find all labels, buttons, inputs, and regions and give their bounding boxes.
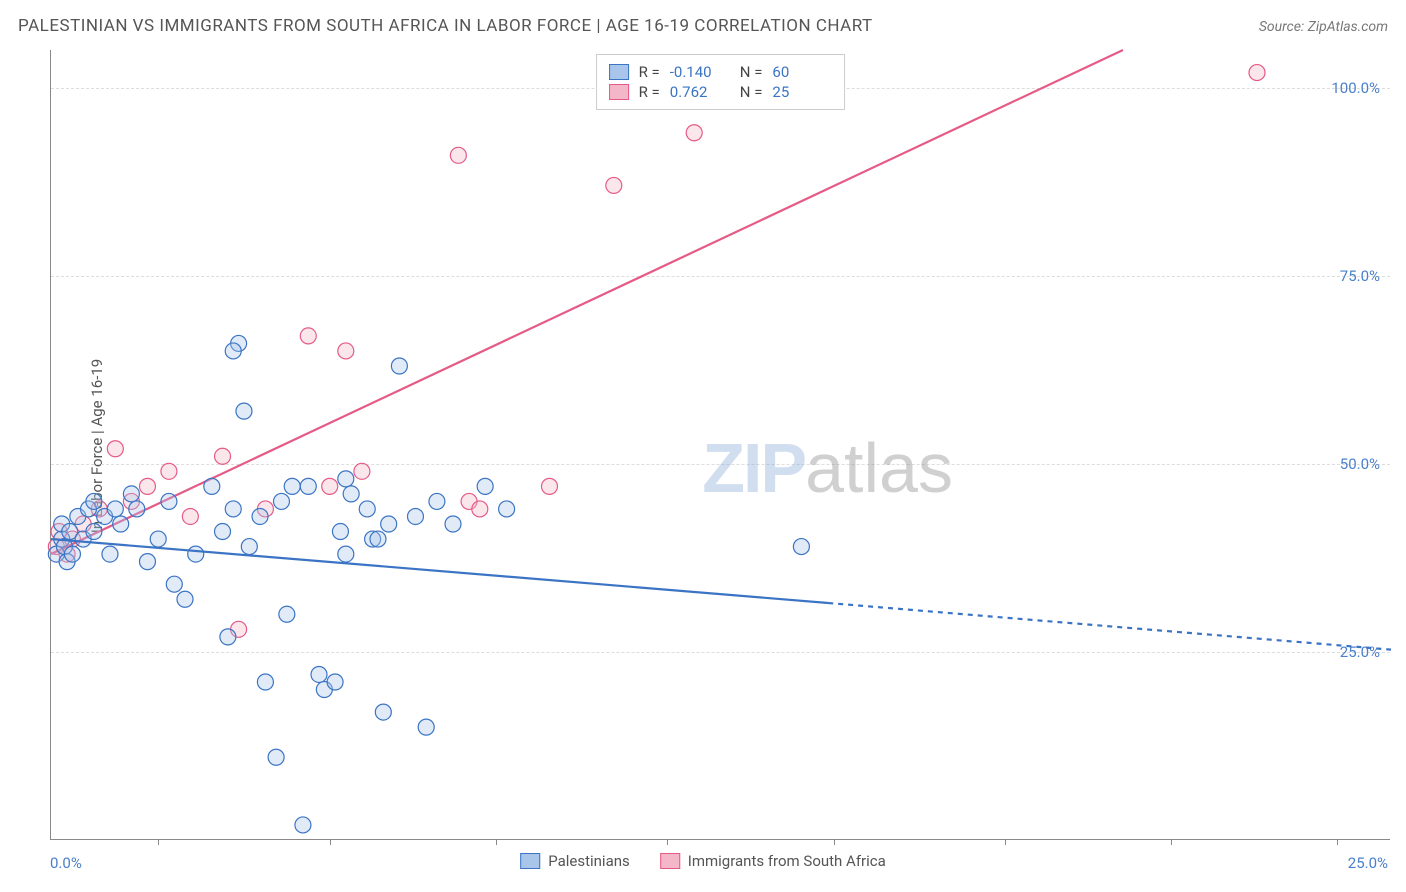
data-point-blue	[499, 501, 515, 517]
data-point-blue	[107, 501, 123, 517]
data-point-blue	[327, 674, 343, 690]
trendline-extension-blue	[828, 603, 1391, 650]
legend-swatch-icon	[660, 853, 680, 869]
data-point-pink	[139, 478, 155, 494]
data-point-blue	[252, 508, 268, 524]
data-point-blue	[177, 591, 193, 607]
legend-item: Palestinians	[520, 852, 630, 870]
x-tick	[1005, 839, 1006, 845]
legend-swatch-icon	[609, 64, 629, 80]
data-point-pink	[322, 478, 338, 494]
data-point-blue	[445, 516, 461, 532]
legend-swatch-icon	[609, 84, 629, 100]
data-point-blue	[241, 539, 257, 555]
x-tick	[834, 839, 835, 845]
data-point-pink	[472, 501, 488, 517]
data-point-blue	[279, 606, 295, 622]
data-point-blue	[391, 358, 407, 374]
data-point-blue	[225, 501, 241, 517]
data-point-pink	[182, 508, 198, 524]
x-tick	[667, 839, 668, 845]
data-point-blue	[236, 403, 252, 419]
data-point-blue	[64, 546, 80, 562]
data-point-blue	[102, 546, 118, 562]
data-point-blue	[381, 516, 397, 532]
data-point-blue	[477, 478, 493, 494]
r-value: -0.140	[670, 63, 730, 81]
data-point-blue	[129, 501, 145, 517]
data-point-blue	[139, 554, 155, 570]
data-point-blue	[215, 524, 231, 540]
data-point-blue	[338, 471, 354, 487]
x-tick	[1337, 839, 1338, 845]
legend-item: Immigrants from South Africa	[660, 852, 886, 870]
data-point-blue	[225, 343, 241, 359]
data-point-blue	[161, 493, 177, 509]
data-point-blue	[123, 486, 139, 502]
data-point-pink	[686, 125, 702, 141]
x-tick	[158, 839, 159, 845]
source-label: Source: ZipAtlas.com	[1259, 19, 1388, 35]
data-point-pink	[300, 328, 316, 344]
data-point-blue	[407, 508, 423, 524]
r-label: R =	[639, 83, 660, 101]
data-point-blue	[166, 576, 182, 592]
legend-bottom: Palestinians Immigrants from South Africa	[520, 852, 886, 870]
n-value: 60	[772, 63, 832, 81]
n-label: N =	[740, 63, 763, 81]
data-point-blue	[793, 539, 809, 555]
x-tick	[1171, 839, 1172, 845]
data-point-blue	[295, 817, 311, 833]
data-point-blue	[204, 478, 220, 494]
data-point-blue	[113, 516, 129, 532]
data-point-pink	[107, 441, 123, 457]
data-point-pink	[354, 463, 370, 479]
data-point-pink	[338, 343, 354, 359]
data-point-blue	[86, 524, 102, 540]
data-point-pink	[450, 147, 466, 163]
data-point-blue	[150, 531, 166, 547]
data-point-blue	[429, 493, 445, 509]
data-point-blue	[359, 501, 375, 517]
data-point-pink	[541, 478, 557, 494]
data-point-blue	[86, 493, 102, 509]
r-value: 0.762	[670, 83, 730, 101]
scatter-svg	[51, 50, 1390, 839]
data-point-blue	[311, 666, 327, 682]
data-point-blue	[284, 478, 300, 494]
data-point-pink	[215, 448, 231, 464]
data-point-blue	[300, 478, 316, 494]
legend-stats-row: R = 0.762 N = 25	[609, 83, 833, 101]
legend-label: Immigrants from South Africa	[688, 852, 886, 870]
chart-title: PALESTINIAN VS IMMIGRANTS FROM SOUTH AFR…	[18, 16, 873, 36]
data-point-blue	[418, 719, 434, 735]
x-tick	[330, 839, 331, 845]
plot-area: 25.0%50.0%75.0%100.0%ZIPatlasR =-0.140N …	[50, 50, 1390, 840]
data-point-blue	[268, 749, 284, 765]
x-tick	[496, 839, 497, 845]
data-point-blue	[343, 486, 359, 502]
x-axis-origin-label: 0.0%	[50, 854, 82, 872]
n-value: 25	[772, 83, 832, 101]
x-axis-end-label: 25.0%	[1348, 854, 1388, 872]
data-point-blue	[220, 629, 236, 645]
data-point-blue	[375, 704, 391, 720]
legend-stats-row: R = -0.140 N = 60	[609, 63, 833, 81]
r-label: R =	[639, 63, 660, 81]
legend-label: Palestinians	[548, 852, 630, 870]
data-point-blue	[188, 546, 204, 562]
n-label: N =	[740, 83, 763, 101]
data-point-blue	[338, 546, 354, 562]
data-point-pink	[606, 177, 622, 193]
data-point-pink	[1249, 65, 1265, 81]
data-point-blue	[370, 531, 386, 547]
data-point-pink	[161, 463, 177, 479]
data-point-blue	[332, 524, 348, 540]
legend-swatch-icon	[520, 853, 540, 869]
legend-stats: R = -0.140 N = 60 R = 0.762 N = 25	[596, 54, 846, 110]
trendline-blue	[51, 539, 828, 603]
data-point-blue	[257, 674, 273, 690]
data-point-blue	[273, 493, 289, 509]
